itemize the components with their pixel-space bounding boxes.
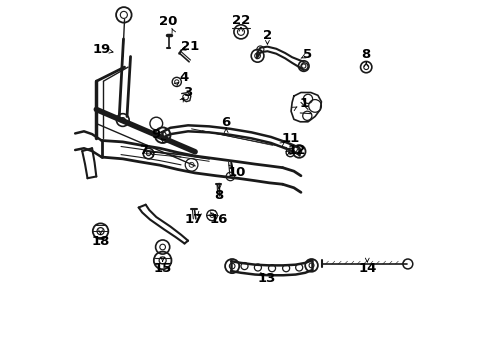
Text: 3: 3 [183, 86, 192, 99]
Text: 12: 12 [287, 144, 305, 157]
Text: 17: 17 [184, 213, 202, 226]
Text: 1: 1 [299, 96, 308, 109]
Text: 6: 6 [221, 116, 230, 129]
Text: 4: 4 [180, 71, 189, 84]
Text: 16: 16 [209, 213, 228, 226]
Text: 9: 9 [151, 129, 160, 141]
Text: 20: 20 [159, 15, 178, 28]
Text: 22: 22 [231, 14, 249, 27]
Text: 11: 11 [281, 132, 299, 145]
Text: 19: 19 [92, 43, 110, 56]
Text: 8: 8 [361, 48, 370, 61]
Text: 13: 13 [257, 271, 275, 284]
Text: 2: 2 [263, 29, 271, 42]
Text: 5: 5 [303, 48, 312, 61]
Text: 14: 14 [357, 262, 376, 275]
Text: 18: 18 [91, 235, 109, 248]
Text: 10: 10 [227, 166, 245, 179]
Text: 15: 15 [153, 262, 171, 275]
Text: 7: 7 [139, 144, 148, 157]
Text: 21: 21 [181, 40, 199, 53]
Text: 8: 8 [214, 189, 224, 202]
